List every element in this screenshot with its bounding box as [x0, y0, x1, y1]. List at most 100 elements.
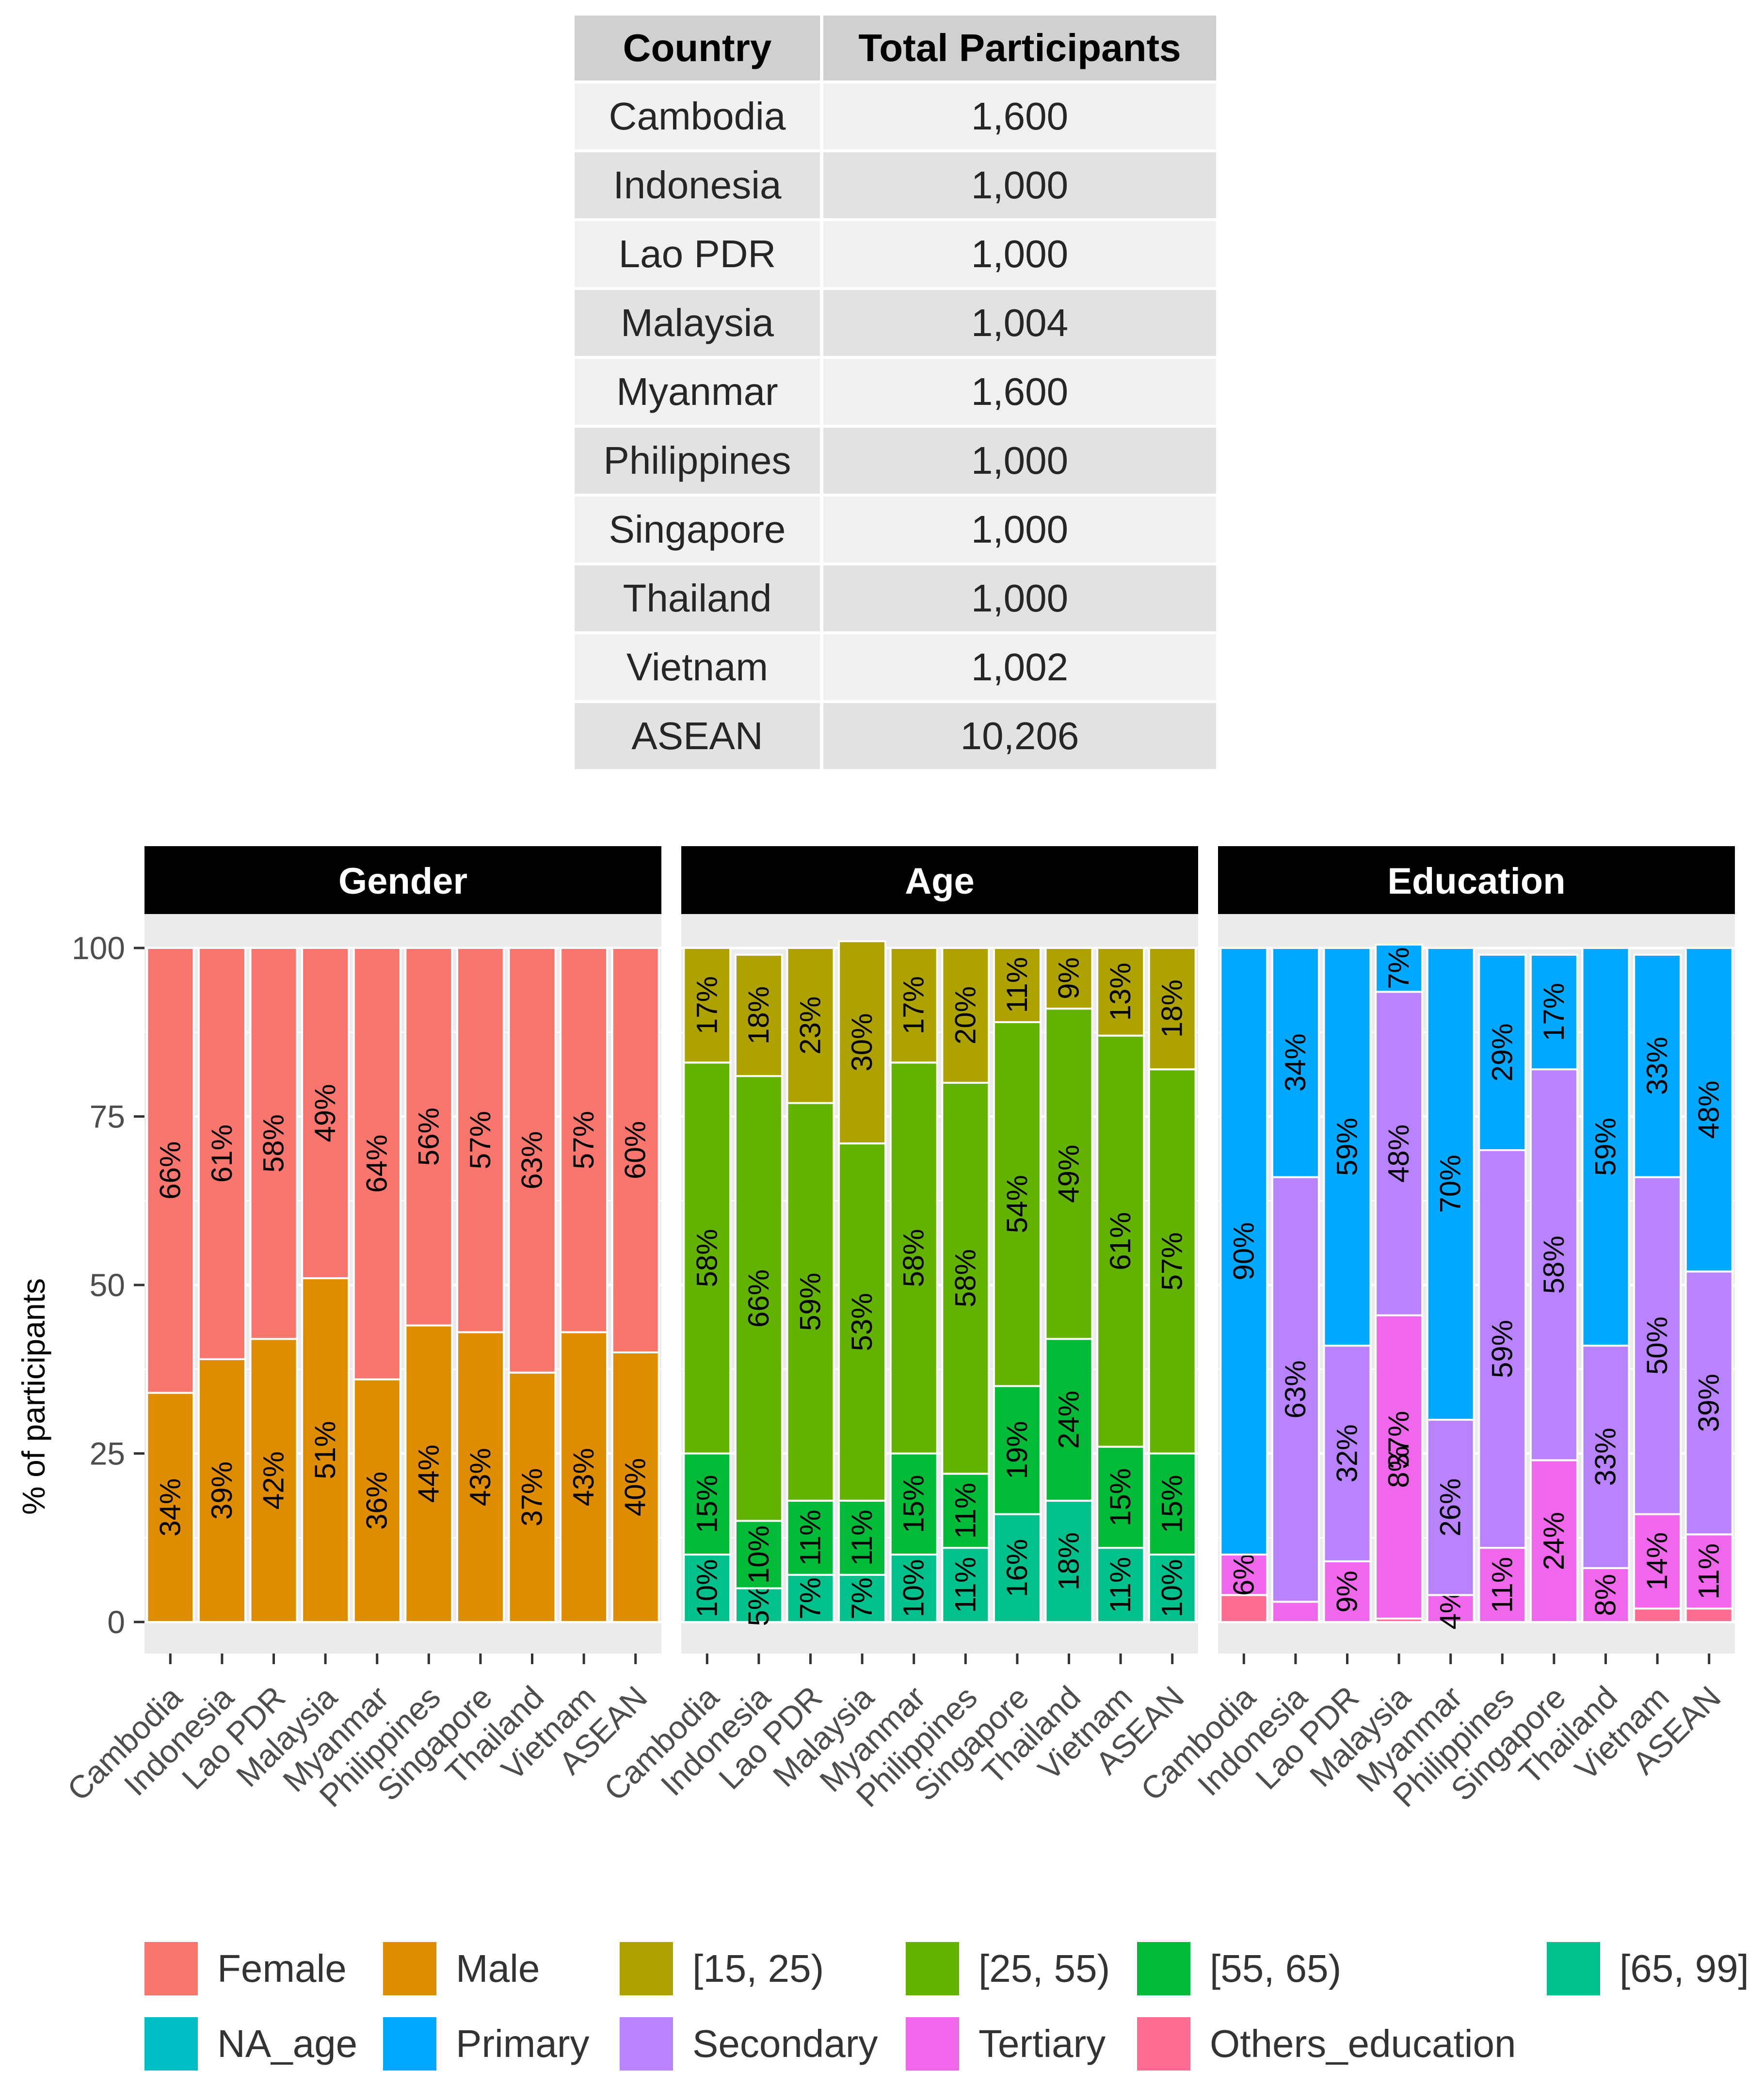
bar-segment: [353, 947, 401, 1381]
bar-data-label: 8%: [1382, 1446, 1415, 1488]
facet-strip-title: Gender: [338, 861, 467, 902]
bar-segment: [560, 947, 609, 1333]
bar-data-label: 11%: [1693, 1543, 1725, 1600]
table-row: Vietnam 1,002: [575, 634, 1216, 700]
bar-data-label: 48%: [1693, 1081, 1725, 1139]
bar-segment: [1581, 947, 1630, 1347]
legend-label: NA_age: [217, 2022, 357, 2065]
bar-segment: [941, 947, 990, 1084]
bar-data-label: 10%: [742, 1525, 775, 1584]
bar-segment: [889, 947, 938, 1064]
cell-total: 1,000: [823, 221, 1216, 287]
bar-data-label: 59%: [794, 1273, 827, 1331]
bar-data-label: 57%: [464, 1111, 497, 1169]
legend-key: [1137, 1942, 1190, 1995]
bar-data-label: 39%: [206, 1461, 238, 1520]
cell-country: Philippines: [575, 428, 820, 494]
bar-segment: [683, 1452, 732, 1556]
bar-data-label: 60%: [619, 1121, 652, 1179]
bar-segment: [1271, 1176, 1320, 1603]
bar-data-label: 51%: [309, 1421, 341, 1479]
cell-total: 1,000: [823, 428, 1216, 494]
header-country: Country: [575, 16, 820, 80]
cell-country: Lao PDR: [575, 221, 820, 287]
bar-data-label: 63%: [516, 1131, 548, 1189]
y-tick-label: 75: [90, 1099, 125, 1135]
bar-data-label: 43%: [464, 1448, 497, 1506]
bar-segment: [838, 1573, 887, 1623]
y-tick-label: 0: [107, 1604, 125, 1640]
table-row: Cambodia 1,600: [575, 83, 1216, 149]
bar-segment: [1096, 947, 1145, 1037]
table-row: Lao PDR 1,000: [575, 221, 1216, 287]
legend-label: [55, 65): [1210, 1947, 1341, 1990]
bar-data-label: 40%: [619, 1458, 652, 1516]
bar-data-label: 24%: [1538, 1512, 1570, 1570]
bar-data-label: 29%: [1486, 1023, 1518, 1081]
bar-data-label: 18%: [1053, 1532, 1085, 1590]
cell-total: 1,600: [823, 83, 1216, 149]
cell-total: 1,000: [823, 152, 1216, 218]
bar-segment: [1271, 947, 1320, 1178]
bar-data-label: 18%: [742, 986, 775, 1044]
bar-segment: [1219, 1554, 1268, 1596]
bar-data-label: 18%: [1156, 979, 1188, 1038]
bar-segment: [1096, 1547, 1145, 1623]
bar-segment: [1684, 947, 1733, 1273]
legend-label: Secondary: [692, 2022, 878, 2065]
bar-data-label: 34%: [1279, 1033, 1312, 1092]
bar-segment: [249, 947, 298, 1340]
bar-segment: [993, 1021, 1042, 1387]
bar-segment: [1096, 1445, 1145, 1549]
cell-total: 1,000: [823, 497, 1216, 562]
cell-country: Indonesia: [575, 152, 820, 218]
legend-key: [620, 2017, 673, 2071]
bar-data-label: 53%: [846, 1293, 878, 1351]
bar-segment: [786, 1573, 835, 1623]
bar-segment: [508, 1371, 557, 1623]
y-tick-label: 50: [90, 1267, 125, 1303]
bar-data-label: 42%: [257, 1451, 290, 1509]
bar-segment: [560, 1331, 609, 1623]
bar-data-label: 48%: [1382, 1124, 1415, 1183]
bar-segment: [838, 940, 887, 1145]
bar-segment: [1478, 953, 1527, 1151]
cell-total: 1,004: [823, 290, 1216, 356]
bar-data-label: 39%: [1693, 1374, 1725, 1432]
bar-segment: [1375, 1314, 1424, 1620]
bar-data-label: 33%: [1589, 1428, 1622, 1486]
bar-segment: [993, 1513, 1042, 1623]
bar-data-label: 24%: [1053, 1391, 1085, 1449]
bar-segment: [146, 947, 195, 1394]
bar-segment: [1148, 1554, 1197, 1623]
bar-segment: [786, 1499, 835, 1576]
bar-segment: [1219, 947, 1268, 1556]
bar-segment: [611, 947, 660, 1353]
bar-data-label: 58%: [898, 1229, 930, 1287]
y-tick-label: 100: [72, 930, 125, 966]
legend-label: [65, 99]: [1620, 1947, 1749, 1990]
bar-data-label: 50%: [1641, 1316, 1673, 1375]
bar-data-label: 9%: [1331, 1571, 1363, 1613]
bar-segment: [404, 947, 453, 1327]
table-row: Indonesia 1,000: [575, 152, 1216, 218]
faceted-stacked-bar-chart: % of participants0255075100Gender34%66%C…: [16, 846, 1749, 2071]
bar-data-label: 57%: [1156, 1232, 1188, 1290]
bar-data-label: 10%: [1156, 1559, 1188, 1617]
bar-segment: [683, 947, 732, 1064]
table-row: Thailand 1,000: [575, 565, 1216, 631]
bar-segment: [1148, 1452, 1197, 1556]
cell-total: 10,206: [823, 703, 1216, 769]
bar-data-label: 54%: [1001, 1175, 1033, 1233]
bar-data-label: 17%: [898, 976, 930, 1034]
table-row: Myanmar 1,600: [575, 359, 1216, 425]
bar-data-label: 37%: [516, 1468, 548, 1526]
bar-data-label: 11%: [794, 1509, 827, 1566]
bar-segment: [1633, 953, 1682, 1178]
bar-data-label: 11%: [1001, 957, 1033, 1013]
facet-strip-title: Age: [905, 861, 975, 902]
bar-segment: [1323, 1345, 1372, 1562]
bar-data-label: 10%: [690, 1559, 723, 1617]
legend-key: [383, 2017, 436, 2071]
bar-segment: [1633, 1607, 1682, 1623]
